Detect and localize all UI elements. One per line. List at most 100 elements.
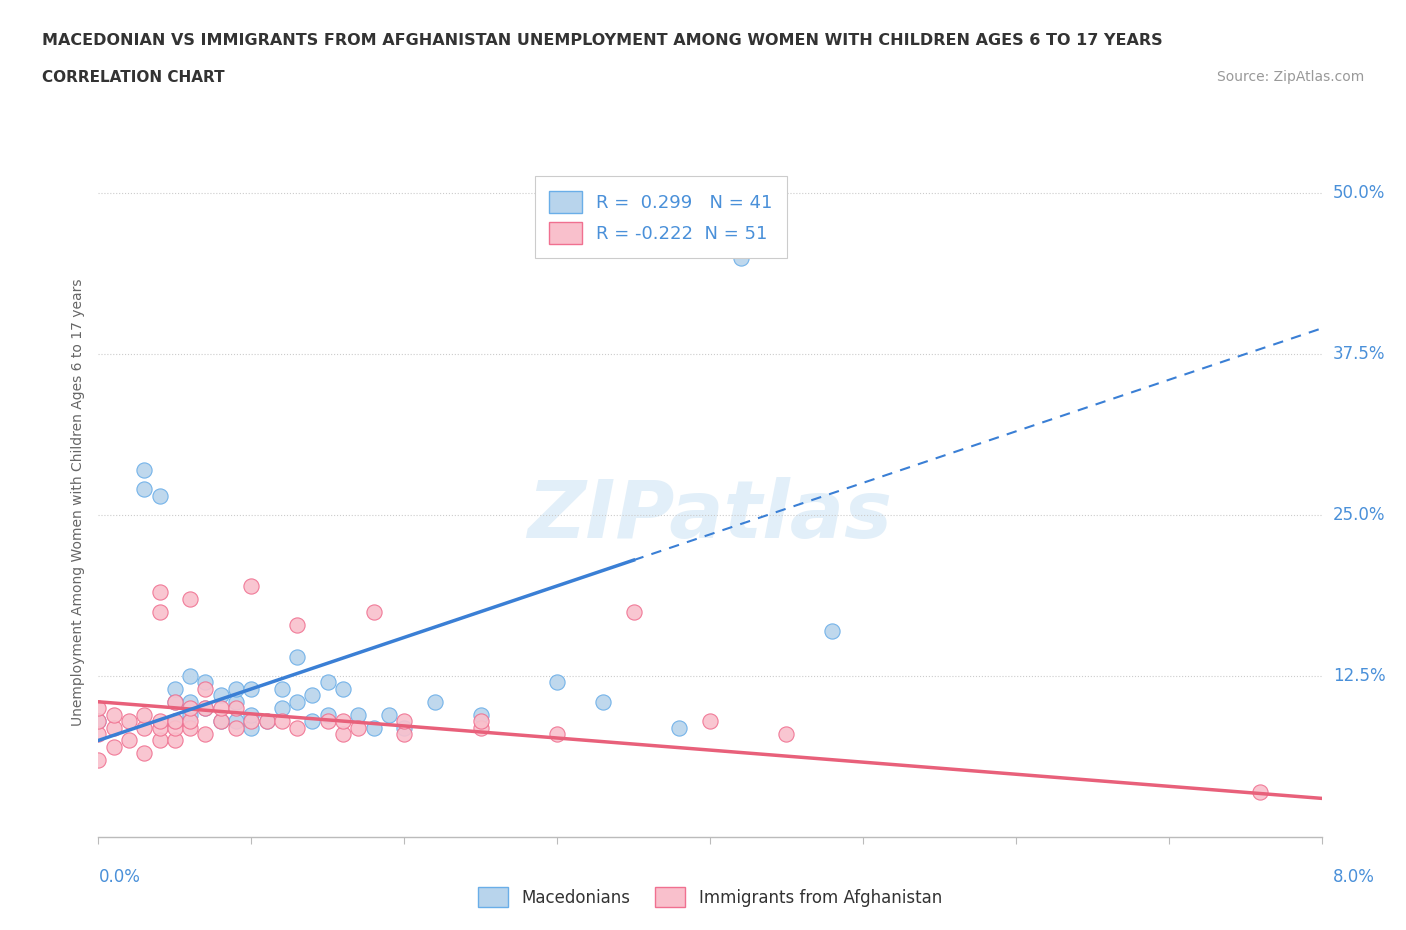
Text: CORRELATION CHART: CORRELATION CHART xyxy=(42,70,225,85)
Point xyxy=(194,675,217,690)
Point xyxy=(149,585,172,600)
Point xyxy=(332,682,354,697)
Point xyxy=(256,713,278,728)
Point xyxy=(209,713,232,728)
Point xyxy=(546,726,568,741)
Point xyxy=(270,701,294,716)
Point xyxy=(225,713,247,728)
Point xyxy=(194,726,217,741)
Point xyxy=(87,713,110,728)
Point xyxy=(179,713,201,728)
Text: MACEDONIAN VS IMMIGRANTS FROM AFGHANISTAN UNEMPLOYMENT AMONG WOMEN WITH CHILDREN: MACEDONIAN VS IMMIGRANTS FROM AFGHANISTA… xyxy=(42,33,1163,47)
Point xyxy=(256,713,278,728)
Point xyxy=(316,713,339,728)
Point xyxy=(194,701,217,716)
Text: 12.5%: 12.5% xyxy=(1333,667,1385,685)
Text: 8.0%: 8.0% xyxy=(1333,868,1375,885)
Point xyxy=(209,701,232,716)
Point xyxy=(316,707,339,722)
Y-axis label: Unemployment Among Women with Children Ages 6 to 17 years: Unemployment Among Women with Children A… xyxy=(70,278,84,726)
Point xyxy=(209,713,232,728)
Point xyxy=(134,746,156,761)
Point xyxy=(87,726,110,741)
Point xyxy=(179,701,201,716)
Point xyxy=(163,733,186,748)
Point xyxy=(775,726,797,741)
Point xyxy=(240,707,263,722)
Point xyxy=(270,713,294,728)
Point xyxy=(392,726,416,741)
Point xyxy=(103,739,125,754)
Point xyxy=(240,720,263,735)
Point xyxy=(149,713,172,728)
Legend: Macedonians, Immigrants from Afghanistan: Macedonians, Immigrants from Afghanistan xyxy=(470,879,950,916)
Point xyxy=(163,720,186,735)
Point xyxy=(87,752,110,767)
Point xyxy=(163,682,186,697)
Point xyxy=(699,713,721,728)
Point xyxy=(240,713,263,728)
Point xyxy=(179,591,201,606)
Point xyxy=(134,707,156,722)
Point xyxy=(163,713,186,728)
Point xyxy=(134,482,156,497)
Point xyxy=(347,720,370,735)
Text: 25.0%: 25.0% xyxy=(1333,506,1385,525)
Point xyxy=(378,707,401,722)
Point xyxy=(163,695,186,710)
Point xyxy=(179,695,201,710)
Point xyxy=(392,720,416,735)
Point xyxy=(470,720,492,735)
Point xyxy=(347,707,370,722)
Point xyxy=(546,675,568,690)
Point xyxy=(163,695,186,710)
Point xyxy=(821,623,844,638)
Point xyxy=(194,701,217,716)
Point xyxy=(118,733,141,748)
Point xyxy=(149,733,172,748)
Point xyxy=(225,701,247,716)
Text: ZIPatlas: ZIPatlas xyxy=(527,476,893,554)
Point xyxy=(470,707,492,722)
Point xyxy=(285,618,308,632)
Point xyxy=(730,250,752,265)
Point xyxy=(270,682,294,697)
Point xyxy=(423,695,446,710)
Point xyxy=(668,720,690,735)
Point xyxy=(149,720,172,735)
Point xyxy=(134,720,156,735)
Text: 50.0%: 50.0% xyxy=(1333,184,1385,202)
Point xyxy=(363,720,385,735)
Point xyxy=(470,713,492,728)
Point xyxy=(285,695,308,710)
Point xyxy=(592,695,614,710)
Point xyxy=(149,604,172,619)
Point xyxy=(209,688,232,703)
Text: 0.0%: 0.0% xyxy=(98,868,141,885)
Point xyxy=(179,720,201,735)
Text: 37.5%: 37.5% xyxy=(1333,345,1385,363)
Point xyxy=(118,713,141,728)
Point xyxy=(1249,785,1271,800)
Text: Source: ZipAtlas.com: Source: ZipAtlas.com xyxy=(1216,70,1364,84)
Point xyxy=(285,720,308,735)
Point xyxy=(285,649,308,664)
Point xyxy=(103,707,125,722)
Point xyxy=(87,713,110,728)
Point xyxy=(163,713,186,728)
Point xyxy=(240,578,263,593)
Point xyxy=(103,720,125,735)
Point xyxy=(623,604,645,619)
Point xyxy=(332,726,354,741)
Point xyxy=(316,675,339,690)
Point xyxy=(363,604,385,619)
Point xyxy=(225,695,247,710)
Point xyxy=(225,682,247,697)
Point xyxy=(392,713,416,728)
Point xyxy=(179,707,201,722)
Point xyxy=(301,713,323,728)
Point xyxy=(87,701,110,716)
Point xyxy=(134,462,156,477)
Point xyxy=(225,720,247,735)
Point xyxy=(301,688,323,703)
